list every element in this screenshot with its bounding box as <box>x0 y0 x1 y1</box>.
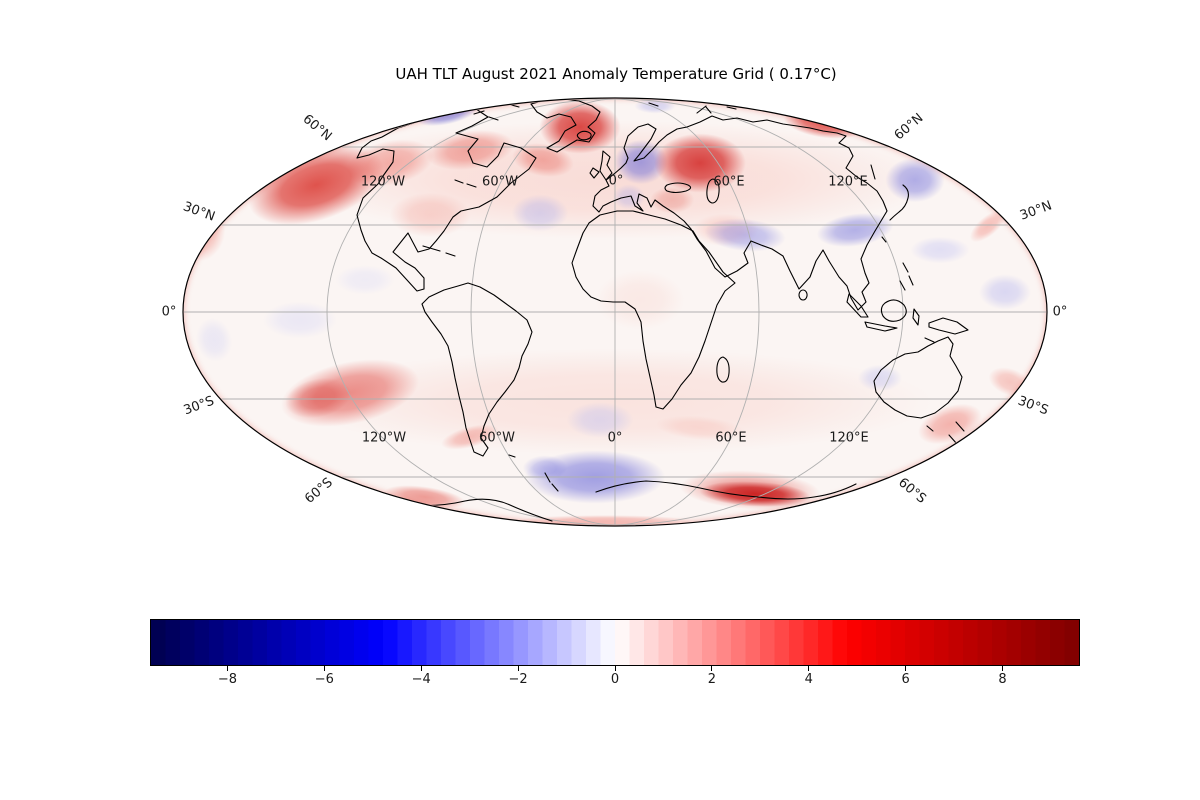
map-canvas <box>183 98 1047 526</box>
anomaly-feature-west-rim-cool <box>183 304 245 376</box>
anomaly-feature-west-australia-cool <box>850 360 910 396</box>
anomaly-feature-east-pacific-cool <box>325 260 405 300</box>
colorbar-tick <box>227 666 228 671</box>
colorbar-tick <box>808 666 810 671</box>
graticule-label: 120°W <box>361 430 407 446</box>
anomaly-feature-africa-faint-warm <box>580 260 700 340</box>
anomaly-feature-central-pacific-cool <box>250 295 350 345</box>
graticule-label: 60°W <box>479 430 515 446</box>
colorbar-tick <box>905 666 907 671</box>
colorbar-tick-label: 2 <box>707 672 717 687</box>
colorbar-tick-label: −2 <box>508 672 528 687</box>
colorbar-tick <box>517 666 519 671</box>
graticule-label: 60°S <box>895 475 929 507</box>
chart-title: UAH TLT August 2021 Anomaly Temperature … <box>395 65 837 83</box>
anomaly-feature-antarctic-bottom-rim-warm <box>485 513 725 526</box>
graticule-label: 120°E <box>829 430 869 446</box>
anomaly-feature-east-equatorial-rim-cool <box>970 268 1040 316</box>
colorbar-tick-label: 4 <box>804 672 813 687</box>
colorbar-tick-label: 8 <box>998 672 1007 687</box>
graticule-label: 0° <box>607 430 623 446</box>
colorbar-tick <box>614 666 616 671</box>
anomaly-feature-west-antarctic-rim-warm <box>368 475 482 519</box>
anomaly-feature-northwest-pacific60-cool <box>875 150 955 210</box>
colorbar-tick <box>323 666 325 671</box>
colorbar-tick-label: −8 <box>217 672 238 687</box>
anomaly-feature-south-atlantic-cool <box>555 396 645 444</box>
colorbar-tick-label: −4 <box>411 672 431 687</box>
colorbar-tick <box>711 666 713 671</box>
colorbar-tick-label: −6 <box>314 672 334 687</box>
colorbar-tick <box>420 666 422 671</box>
graticule-label: 0° <box>161 304 177 320</box>
colorbar-tick-label: 6 <box>901 672 910 687</box>
graticule-label: 60°E <box>713 174 745 190</box>
colorbar-tick-label: 0 <box>610 672 620 687</box>
graticule-label: 0° <box>1052 304 1068 320</box>
graticule-label: 0° <box>608 173 624 189</box>
graticule-label: 60°W <box>482 174 518 190</box>
graticule-label: 120°W <box>360 174 406 190</box>
anomaly-feature-east-europe-russia-warm <box>638 123 762 203</box>
graticule-label: 60°S <box>302 475 336 507</box>
colorbar <box>150 619 1080 666</box>
graticule-label: 120°E <box>828 174 868 190</box>
graticule-label: 60°E <box>715 430 747 446</box>
anomaly-feature-north-atlantic-cool <box>502 188 578 238</box>
colorbar-tick <box>1002 666 1003 671</box>
